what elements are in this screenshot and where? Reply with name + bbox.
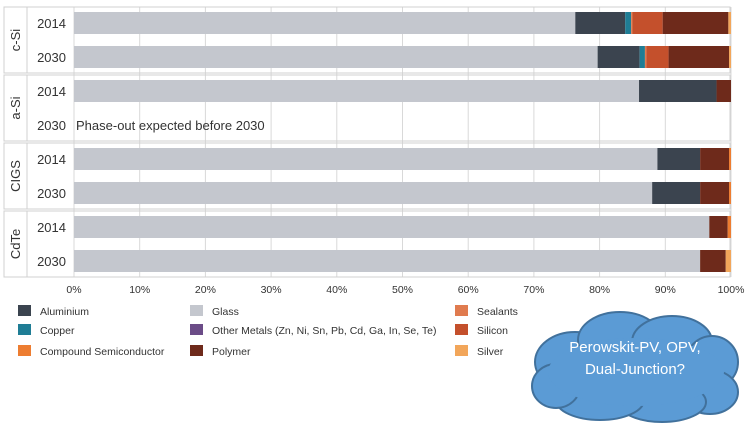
bar-segment: [74, 182, 653, 204]
bar-segment: [728, 12, 731, 34]
callout-text: Perowskit-PV, OPV, Dual-Junction?: [530, 337, 740, 381]
legend-swatch: [190, 324, 203, 335]
legend-swatch: [455, 324, 468, 335]
x-tick-label: 10%: [129, 284, 150, 296]
legend-swatch: [455, 345, 468, 356]
bar-segment: [700, 148, 730, 170]
group-label: a-Si: [8, 96, 23, 119]
bar-segment: [74, 250, 701, 272]
row-year-label: 2030: [37, 186, 66, 201]
x-tick-label: 40%: [326, 284, 347, 296]
bar-segment: [657, 148, 701, 170]
callout-line-1: Perowskit-PV, OPV,: [569, 339, 701, 356]
bar-segment: [74, 12, 576, 34]
bar-segment: [725, 250, 731, 272]
bar-segment: [668, 46, 730, 68]
x-tick-label: 70%: [523, 284, 544, 296]
x-tick-label: 80%: [589, 284, 610, 296]
legend-label: Sealants: [477, 306, 518, 318]
bar-segment: [74, 148, 658, 170]
x-tick-label: 100%: [718, 284, 745, 296]
x-tick-label: 50%: [392, 284, 413, 296]
legend-swatch: [190, 305, 203, 316]
legend-label: Aluminium: [40, 306, 89, 318]
legend-label: Glass: [212, 306, 239, 318]
legend-swatch: [455, 305, 468, 316]
bar-segment: [639, 80, 717, 102]
x-tick-label: 20%: [195, 284, 216, 296]
bar-segment: [646, 46, 669, 68]
callout-cloud: [531, 311, 739, 423]
x-tick-label: 30%: [261, 284, 282, 296]
row-year-label: 2014: [37, 84, 66, 99]
group-frame: [3, 142, 731, 210]
legend-label: Other Metals (Zn, Ni, Sn, Pb, Cd, Ga, In…: [212, 325, 436, 337]
bar-segment: [729, 182, 731, 204]
legend-label: Copper: [40, 325, 75, 337]
row-year-label: 2014: [37, 152, 66, 167]
group-label: c-Si: [8, 29, 23, 52]
bar-segment: [74, 46, 598, 68]
group-frame: [3, 210, 731, 278]
row-year-label: 2014: [37, 16, 66, 31]
bar-segment: [639, 46, 645, 68]
bar-segment: [700, 250, 726, 272]
bar-segment: [700, 182, 730, 204]
legend-swatch: [18, 345, 31, 356]
row-year-label: 2030: [37, 118, 66, 133]
bar-segment: [652, 182, 701, 204]
row-year-label: 2014: [37, 220, 66, 235]
bar-segment: [74, 80, 640, 102]
legend-label: Silver: [477, 346, 504, 358]
bar-segment: [716, 80, 731, 102]
legend-label: Polymer: [212, 346, 251, 358]
row-year-label: 2030: [37, 254, 66, 269]
row-year-label: 2030: [37, 50, 66, 65]
legend-swatch: [18, 305, 31, 316]
bar-segment: [597, 46, 640, 68]
callout-line-2: Dual-Junction?: [584, 361, 686, 378]
x-tick-label: 90%: [655, 284, 676, 296]
bar-segment: [662, 12, 729, 34]
legend-swatch: [190, 345, 203, 356]
group-label: CdTe: [8, 229, 23, 259]
group-frame: [3, 74, 731, 142]
x-tick-label: 60%: [458, 284, 479, 296]
bar-segment: [632, 12, 663, 34]
legend-swatch: [18, 324, 31, 335]
bar-segment: [727, 216, 731, 238]
group-frame: [3, 6, 731, 74]
group-label: CIGS: [8, 160, 23, 192]
legend-label: Compound Semiconductor: [40, 346, 165, 358]
bar-segment: [74, 216, 710, 238]
bar-segment: [631, 12, 633, 34]
x-tick-label: 0%: [66, 284, 81, 296]
cloud-core: [548, 338, 724, 406]
bar-segment: [644, 46, 647, 68]
bar-segment: [709, 216, 728, 238]
phase-out-note: Phase-out expected before 2030: [76, 118, 265, 133]
bar-segment: [729, 46, 731, 68]
bar-segment: [625, 12, 632, 34]
bar-segment: [729, 148, 731, 170]
bar-segment: [575, 12, 626, 34]
legend-label: Silicon: [477, 325, 508, 337]
